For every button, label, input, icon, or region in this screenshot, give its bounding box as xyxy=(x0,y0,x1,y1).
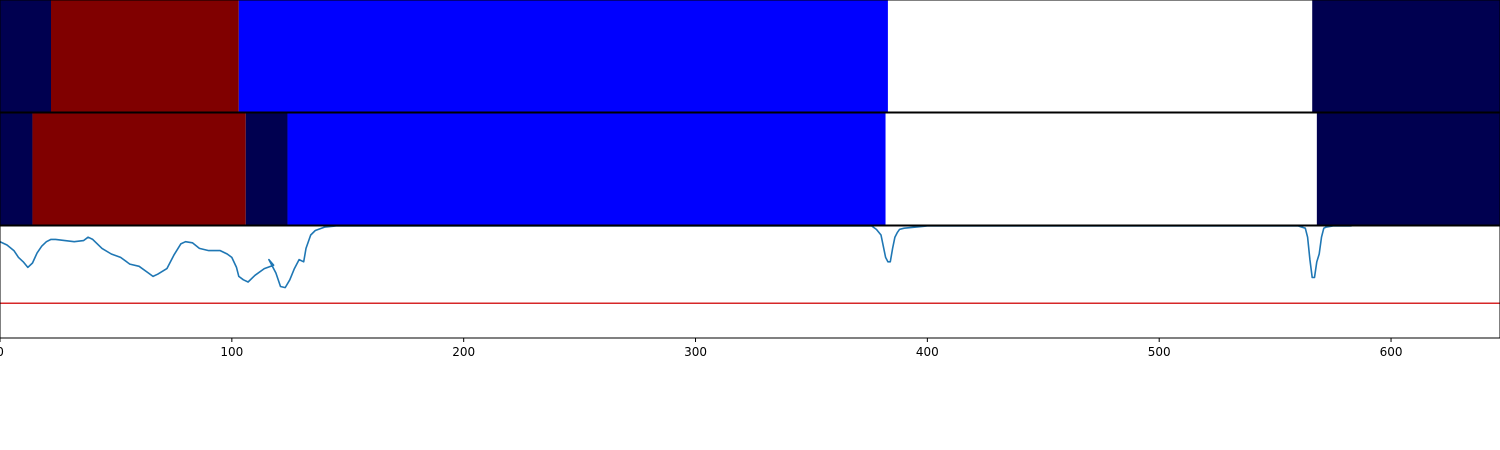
track-2-frame xyxy=(0,112,1500,226)
track-1-segment-1 xyxy=(51,0,239,112)
track-1-bar xyxy=(0,0,1500,112)
track-1-segment-4 xyxy=(1312,0,1500,112)
x-axis: 0 100 200 300 400 500 600 xyxy=(0,338,1402,359)
line-plot-frame xyxy=(0,225,1500,339)
track-1-segment-3 xyxy=(887,0,1313,112)
x-tick-label-0: 0 xyxy=(0,345,4,359)
track-1-frame xyxy=(0,0,1500,113)
x-tick-label-200: 200 xyxy=(452,345,475,359)
track-1-segment-2 xyxy=(238,0,888,112)
x-tick-label-400: 400 xyxy=(916,345,939,359)
track-2-segment-3 xyxy=(287,113,886,225)
x-tick-label-300: 300 xyxy=(684,345,707,359)
x-tick-label-600: 600 xyxy=(1380,345,1403,359)
track-1-segment-0 xyxy=(0,0,52,112)
track-2-segment-2 xyxy=(245,113,288,225)
track-2-segment-1 xyxy=(32,113,246,225)
track-2-bar xyxy=(0,113,1500,225)
x-tick-label-500: 500 xyxy=(1148,345,1171,359)
series-line-0 xyxy=(0,226,1352,289)
x-tick-label-100: 100 xyxy=(220,345,243,359)
track-2-segment-5 xyxy=(1316,113,1500,225)
line-plot xyxy=(0,226,1500,305)
track-2-segment-0 xyxy=(0,113,33,225)
track-2-segment-4 xyxy=(885,113,1317,225)
